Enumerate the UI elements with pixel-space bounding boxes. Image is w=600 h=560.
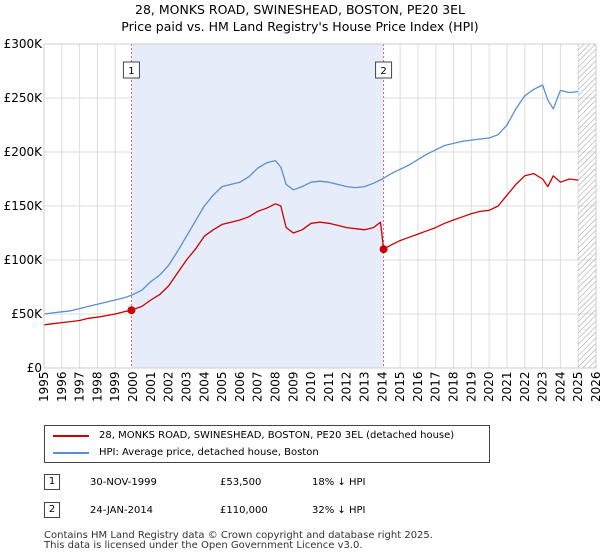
legend-swatch-hpi [53, 452, 89, 454]
x-tick-label: 2003 [179, 371, 193, 402]
y-tick-label: £250K [4, 91, 44, 105]
x-tick-label: 2005 [215, 371, 229, 402]
x-tick-label: 2018 [447, 371, 461, 402]
footer-line-1: Contains HM Land Registry data © Crown c… [44, 530, 433, 541]
x-tick-label: 2023 [536, 371, 550, 402]
x-tick-label: 2016 [411, 371, 425, 402]
x-tick-label: 2019 [464, 371, 478, 402]
x-tick-label: 2020 [482, 371, 496, 402]
x-tick-label: 2000 [126, 371, 140, 402]
transaction-hpi-diff: 18% ↓ HPI [312, 477, 366, 488]
x-tick-label: 2007 [251, 371, 265, 402]
y-tick-label: £0 [27, 361, 42, 375]
transaction-date: 24-JAN-2014 [90, 505, 154, 516]
x-tick-label: 2004 [197, 371, 211, 402]
legend-label-property: 28, MONKS ROAD, SWINESHEAD, BOSTON, PE20… [99, 430, 455, 441]
x-tick-label: 1998 [90, 371, 104, 402]
x-tick-label: 2001 [144, 371, 158, 402]
attribution-footer: Contains HM Land Registry data © Crown c… [44, 531, 433, 551]
sale-label: 2 [380, 66, 386, 77]
x-tick-label: 2008 [268, 371, 282, 402]
x-tick-label: 2026 [589, 371, 600, 402]
y-tick-label: £100K [4, 253, 44, 267]
x-tick-label: 2014 [375, 371, 389, 402]
x-tick-label: 2012 [340, 371, 354, 402]
sale-point [127, 306, 136, 315]
future-period-hatching [578, 44, 596, 368]
price-chart: 1 2 £0 £50K £100K £150K £200K £250K £300K 1995 19… [4, 37, 600, 402]
owned-period-shading [131, 44, 384, 368]
x-tick-label: 2017 [429, 371, 443, 402]
x-tick-label: 1997 [73, 371, 87, 402]
plot-frame [43, 43, 597, 369]
transaction-price: £53,500 [220, 477, 262, 488]
x-tick-label: 2024 [553, 371, 567, 402]
x-tick-label: 1996 [55, 371, 69, 402]
x-tick-label: 2021 [500, 371, 514, 402]
x-tick-label: 2013 [358, 371, 372, 402]
x-tick-label: 2025 [571, 371, 585, 402]
footer-line-2: This data is licensed under the Open Gov… [44, 540, 363, 551]
x-tick-label: 2022 [518, 371, 532, 402]
hpi-line [43, 84, 579, 315]
chart-legend: 28, MONKS ROAD, SWINESHEAD, BOSTON, PE20… [44, 425, 490, 463]
transaction-hpi-diff: 32% ↓ HPI [312, 505, 366, 516]
transaction-number: 1 [44, 474, 60, 490]
y-tick-label: £200K [4, 145, 44, 159]
x-tick-label: 1995 [37, 371, 51, 402]
sale-label-box [375, 61, 393, 79]
legend-swatch-property [53, 435, 89, 437]
x-tick-label: 2011 [322, 371, 336, 402]
x-tick-label: 2010 [304, 371, 318, 402]
x-tick-label: 2009 [286, 371, 300, 402]
sale-label-box [122, 61, 140, 79]
y-tick-label: £150K [4, 199, 44, 213]
x-tick-label: 2015 [393, 371, 407, 402]
x-tick-label: 2006 [233, 371, 247, 402]
sale-point [379, 245, 388, 254]
legend-label-hpi: HPI: Average price, detached house, Bost… [99, 447, 319, 458]
title-line-1: 28, MONKS ROAD, SWINESHEAD, BOSTON, PE20… [135, 2, 465, 17]
title-line-2: Price paid vs. HM Land Registry's House … [121, 19, 479, 34]
y-tick-label: £300K [4, 37, 44, 51]
property-price-line [43, 172, 579, 326]
y-tick-label: £50K [11, 307, 43, 321]
transaction-date: 30-NOV-1999 [90, 477, 157, 488]
x-tick-label: 1999 [108, 371, 122, 402]
sale-label: 1 [128, 66, 134, 77]
chart-title: 28, MONKS ROAD, SWINESHEAD, BOSTON, PE20… [0, 1, 600, 35]
transaction-number: 2 [44, 502, 60, 518]
transaction-price: £110,000 [220, 505, 268, 516]
x-tick-label: 2002 [162, 371, 176, 402]
